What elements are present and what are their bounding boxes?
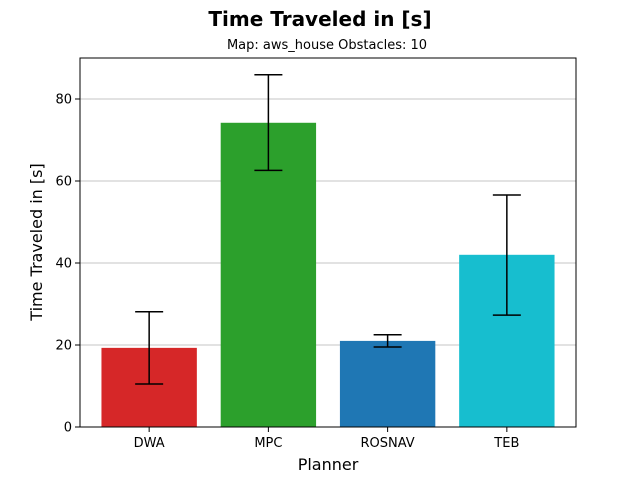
x-axis-ticks: DWA MPC ROSNAV TEB (134, 427, 519, 451)
x-tick-label: MPC (254, 436, 282, 451)
x-tick-label: TEB (493, 436, 519, 451)
bar (220, 122, 317, 427)
error-bars (135, 74, 521, 385)
y-axis-label: Time Traveled in [s] (27, 163, 46, 321)
chart-title: Time Traveled in [s] (208, 7, 431, 31)
y-tick-label: 20 (55, 339, 72, 354)
y-axis-ticks: 0 20 40 60 80 (55, 93, 80, 436)
plot-frame (79, 57, 577, 428)
y-tick-label: 80 (55, 93, 72, 108)
x-axis-label: Planner (298, 455, 359, 474)
y-tick-label: 40 (55, 257, 72, 272)
chart-subtitle: Map: aws_house Obstacles: 10 (227, 38, 427, 53)
bar (339, 340, 436, 427)
bars (101, 122, 555, 427)
x-tick-label: ROSNAV (361, 436, 415, 451)
y-tick-label: 60 (55, 175, 72, 190)
y-tick-label: 0 (64, 421, 72, 436)
x-tick-label: DWA (134, 436, 165, 451)
